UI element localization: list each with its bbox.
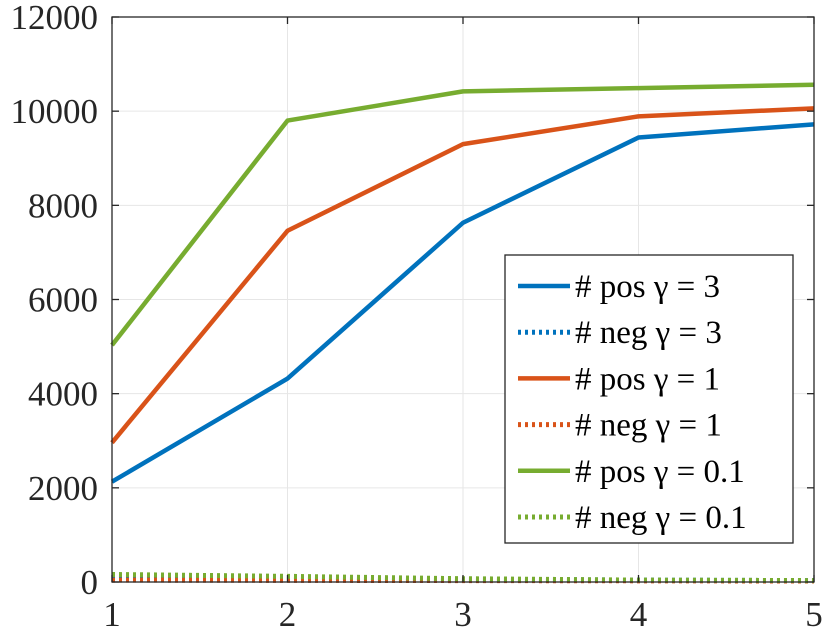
legend-label-1: # pos γ = 3 <box>575 269 720 305</box>
series-line-1 <box>110 122 815 484</box>
x-tick-label: 3 <box>454 595 472 634</box>
x-tick-label: 4 <box>630 595 648 634</box>
legend-label-2: # neg γ = 3 <box>575 315 722 351</box>
legend-label-3: # pos γ = 1 <box>575 361 720 397</box>
x-tick-label: 5 <box>805 595 823 634</box>
y-tick-label: 10000 <box>11 92 99 131</box>
x-tick-label: 1 <box>103 595 121 634</box>
legend-label-4: # neg γ = 1 <box>575 408 722 444</box>
series-line-5 <box>110 82 815 347</box>
legend: # pos γ = 3 # neg γ = 3 # pos γ = 1 # neg γ… <box>504 254 794 544</box>
y-tick-label: 4000 <box>28 375 98 414</box>
y-tick-label: 2000 <box>28 469 98 508</box>
legend-box <box>504 254 794 544</box>
y-tick-label: 12000 <box>11 0 99 37</box>
legend-label-5: # pos γ = 0.1 <box>575 454 745 490</box>
series-line-3 <box>110 106 815 445</box>
axis-ticks: 1 2 3 4 5 0 2000 4000 6000 8000 10000 12000 <box>11 0 823 634</box>
y-tick-label: 8000 <box>28 186 98 225</box>
y-tick-label: 6000 <box>28 281 98 320</box>
legend-label-6: # neg γ = 0.1 <box>575 500 747 536</box>
y-tick-label: 0 <box>81 563 99 602</box>
x-tick-label: 2 <box>279 595 297 634</box>
